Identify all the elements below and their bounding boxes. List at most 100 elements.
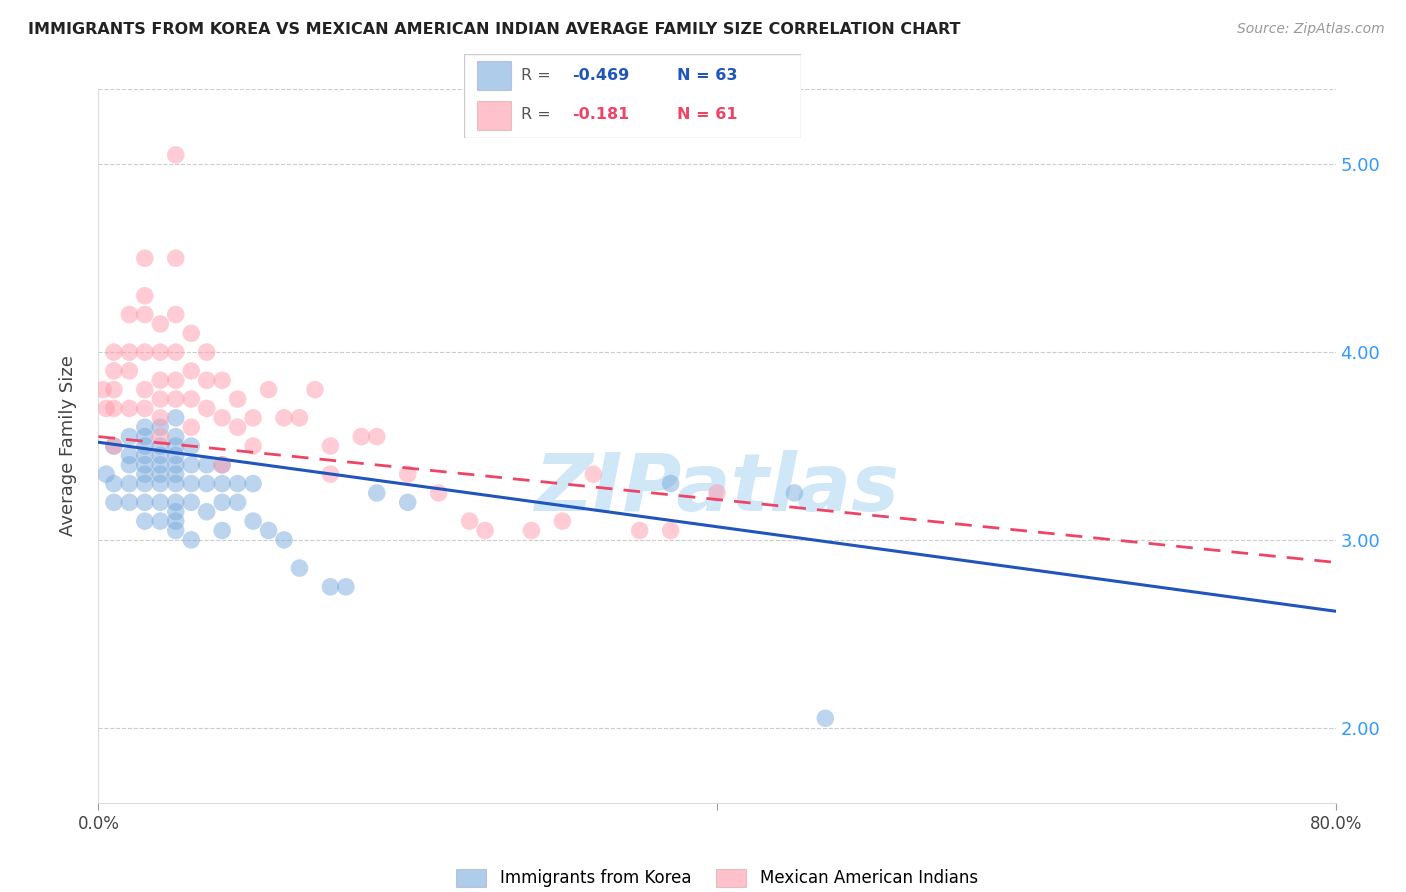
Point [134, 449, 156, 463]
Point [165, 476, 187, 491]
Point [211, 458, 233, 472]
Point [118, 308, 141, 322]
Point [273, 410, 295, 425]
Text: IMMIGRANTS FROM KOREA VS MEXICAN AMERICAN INDIAN AVERAGE FAMILY SIZE CORRELATION: IMMIGRANTS FROM KOREA VS MEXICAN AMERICA… [28, 22, 960, 37]
Point [91, 383, 114, 397]
Point [165, 505, 187, 519]
Point [458, 514, 481, 528]
Point [706, 486, 728, 500]
Text: ZIPatlas: ZIPatlas [534, 450, 900, 528]
Text: N = 61: N = 61 [676, 107, 737, 122]
Bar [478, 62, 512, 90]
Point [149, 458, 172, 472]
Point [118, 345, 141, 359]
Point [273, 533, 295, 547]
Point [103, 364, 125, 378]
Point [288, 410, 311, 425]
Point [226, 392, 249, 406]
Point [165, 308, 187, 322]
Point [195, 345, 218, 359]
Point [242, 476, 264, 491]
Text: -0.469: -0.469 [572, 68, 630, 83]
Point [180, 392, 202, 406]
Point [134, 289, 156, 303]
Point [319, 439, 342, 453]
Text: R =: R = [522, 107, 561, 122]
Point [211, 458, 233, 472]
Point [149, 439, 172, 453]
Point [165, 429, 187, 443]
Point [783, 486, 806, 500]
Point [335, 580, 357, 594]
Point [103, 401, 125, 416]
Point [118, 449, 141, 463]
Point [103, 495, 125, 509]
Text: N = 63: N = 63 [676, 68, 737, 83]
Point [134, 345, 156, 359]
Point [211, 476, 233, 491]
Point [195, 476, 218, 491]
Point [149, 495, 172, 509]
Point [165, 514, 187, 528]
Point [134, 514, 156, 528]
Bar [478, 101, 512, 130]
Text: R =: R = [522, 68, 557, 83]
Point [814, 711, 837, 725]
Point [134, 308, 156, 322]
Point [211, 495, 233, 509]
Point [396, 495, 419, 509]
Point [165, 345, 187, 359]
Point [149, 429, 172, 443]
Point [520, 524, 543, 538]
Point [165, 495, 187, 509]
Point [628, 524, 651, 538]
Point [226, 495, 249, 509]
Point [257, 524, 280, 538]
Point [165, 449, 187, 463]
Point [103, 383, 125, 397]
Point [396, 467, 419, 482]
Point [134, 458, 156, 472]
Point [180, 364, 202, 378]
Point [319, 467, 342, 482]
Point [195, 373, 218, 387]
Point [118, 401, 141, 416]
Point [134, 495, 156, 509]
Point [118, 495, 141, 509]
Point [211, 373, 233, 387]
Point [103, 439, 125, 453]
Point [180, 439, 202, 453]
Point [195, 401, 218, 416]
Point [165, 251, 187, 265]
Point [242, 410, 264, 425]
Point [134, 467, 156, 482]
Point [350, 429, 373, 443]
Point [659, 524, 682, 538]
Legend: Immigrants from Korea, Mexican American Indians: Immigrants from Korea, Mexican American … [457, 869, 977, 888]
Point [366, 486, 388, 500]
Point [582, 467, 605, 482]
Point [134, 420, 156, 434]
Point [149, 467, 172, 482]
Point [103, 476, 125, 491]
Text: -0.181: -0.181 [572, 107, 630, 122]
Point [149, 514, 172, 528]
Point [118, 364, 141, 378]
Point [149, 345, 172, 359]
Point [134, 429, 156, 443]
Point [165, 148, 187, 162]
Point [165, 373, 187, 387]
Point [211, 524, 233, 538]
Point [195, 505, 218, 519]
Point [149, 420, 172, 434]
Point [134, 476, 156, 491]
Point [226, 476, 249, 491]
Point [474, 524, 496, 538]
Point [103, 345, 125, 359]
Point [304, 383, 326, 397]
Point [165, 410, 187, 425]
Point [551, 514, 574, 528]
Point [180, 420, 202, 434]
Point [134, 439, 156, 453]
Point [242, 514, 264, 528]
